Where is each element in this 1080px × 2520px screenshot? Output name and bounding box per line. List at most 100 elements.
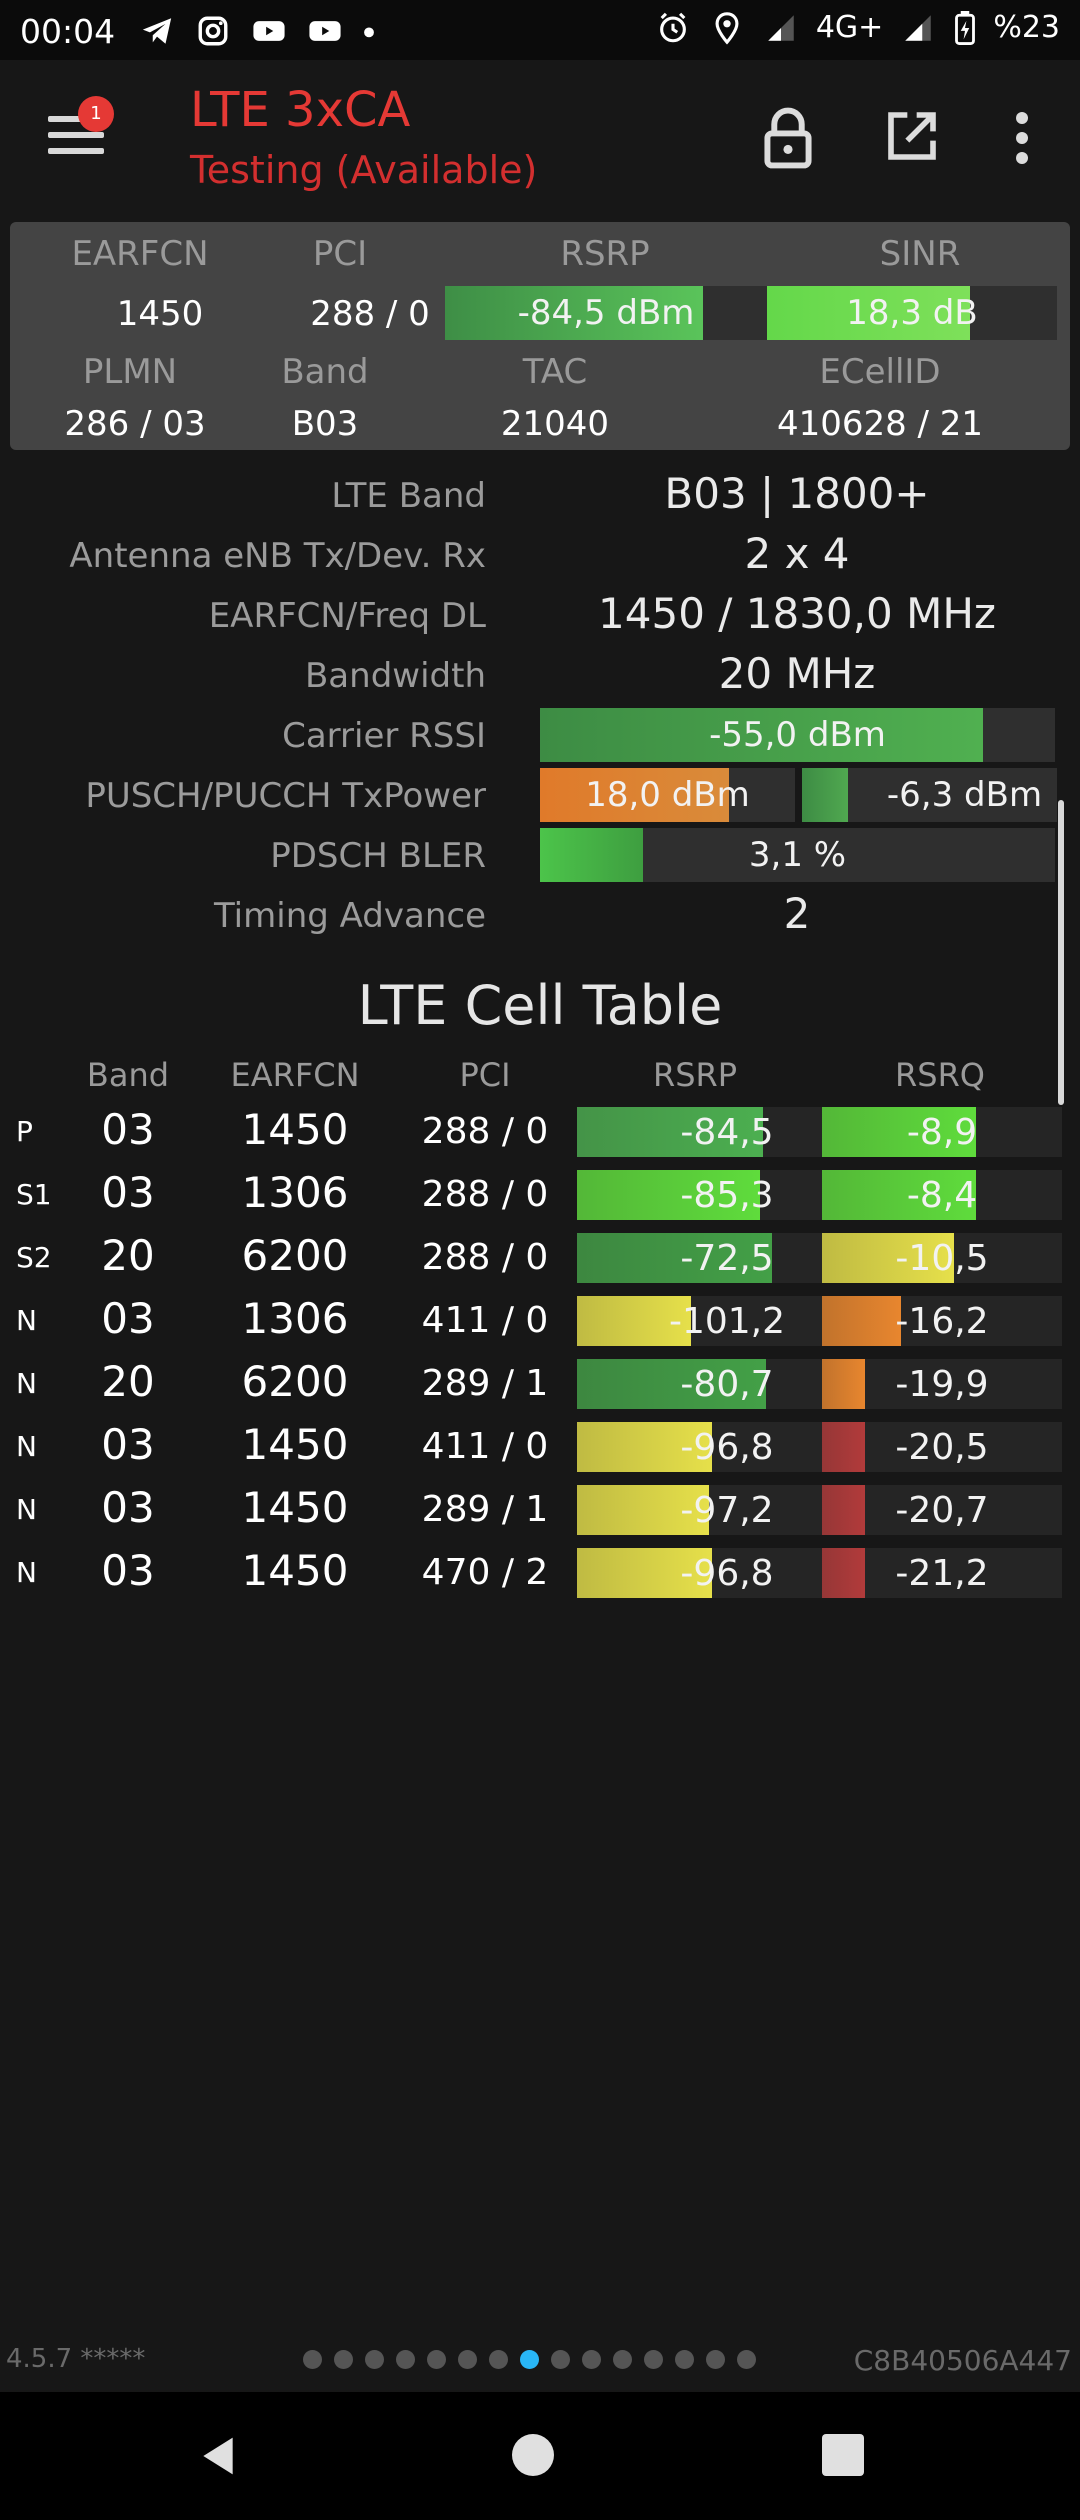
page-dot[interactable] — [582, 2350, 601, 2369]
cell-rsrq-meter: -20,7 — [822, 1485, 1062, 1535]
detail-label-bler: PDSCH BLER — [270, 836, 486, 876]
table-row: N 03 1306 411 / 0 -101,2 -16,2 — [0, 1290, 1080, 1352]
youtube-icon — [253, 21, 285, 41]
battery-level: %23 — [993, 10, 1060, 45]
cell-pci: 288 / 0 — [421, 1237, 549, 1278]
cell-table-title: LTE Cell Table — [357, 974, 723, 1037]
sinr-label: SINR — [879, 234, 961, 274]
detail-value-antenna: 2 x 4 — [744, 529, 850, 578]
bler-meter: 3,1 % — [540, 828, 1055, 882]
more-options-icon[interactable] — [1004, 108, 1040, 168]
cell-rsrp-meter-fill — [577, 1233, 772, 1283]
cell-pci: 288 / 0 — [421, 1174, 549, 1215]
sinr-value: 18,3 dB — [846, 293, 978, 333]
col-header-rsrp: RSRP — [652, 1056, 738, 1094]
signal-icon — [768, 14, 794, 41]
clock: 00:04 — [20, 12, 116, 51]
col-header-pci: PCI — [459, 1056, 511, 1094]
page-dot[interactable] — [396, 2350, 415, 2369]
telegram-icon — [142, 18, 172, 44]
cell-earfcn: 1306 — [241, 1168, 349, 1217]
status-bar: 00:04 4G+ %23 — [0, 0, 1080, 60]
page-title: LTE 3xCA — [190, 82, 411, 138]
cell-earfcn: 1306 — [241, 1294, 349, 1343]
cell-rsrq-meter-fill — [822, 1296, 902, 1346]
table-row: P 03 1450 288 / 0 -84,5 -8,9 — [0, 1101, 1080, 1163]
page-dot[interactable] — [737, 2350, 756, 2369]
cell-rsrq-meter: -16,2 — [822, 1296, 1062, 1346]
page-dot[interactable] — [458, 2350, 477, 2369]
alarm-icon — [659, 12, 686, 42]
page-dot[interactable] — [551, 2350, 570, 2369]
page-dot[interactable] — [427, 2350, 446, 2369]
pusch-meter-fill — [540, 768, 729, 822]
detail-value-lte-band: B03 | 1800+ — [664, 469, 930, 518]
location-icon — [715, 11, 739, 45]
cell-rsrq-meter: -8,4 — [822, 1170, 1062, 1220]
cell-type: S1 — [16, 1178, 52, 1211]
page-dot[interactable] — [520, 2350, 539, 2369]
cell-rsrp-value: -97,2 — [680, 1489, 774, 1531]
cell-rsrp-meter-fill — [577, 1170, 760, 1220]
page-indicator[interactable] — [303, 2350, 756, 2369]
detail-value-timing-advance: 2 — [783, 889, 811, 938]
status-subtitle: Testing (Available) — [190, 148, 538, 192]
tac-value: 21040 — [500, 404, 610, 444]
cell-earfcn: 1450 — [241, 1546, 349, 1595]
back-icon[interactable] — [196, 2434, 240, 2478]
cell-rsrp-meter-fill — [577, 1485, 709, 1535]
page-dot[interactable] — [334, 2350, 353, 2369]
page-dot[interactable] — [675, 2350, 694, 2369]
cell-type: N — [16, 1367, 37, 1400]
cell-pci: 289 / 1 — [421, 1363, 549, 1404]
cell-band: 20 — [101, 1231, 155, 1280]
col-header-band: Band — [86, 1056, 170, 1094]
lock-icon[interactable] — [760, 106, 816, 170]
cell-rsrq-meter-fill — [822, 1170, 976, 1220]
cell-pci: 288 / 0 — [421, 1111, 549, 1152]
rssi-meter: -55,0 dBm — [540, 708, 1055, 762]
page-dot[interactable] — [706, 2350, 725, 2369]
scrollbar[interactable] — [1058, 800, 1064, 1105]
home-icon[interactable] — [512, 2434, 554, 2476]
page-dot[interactable] — [489, 2350, 508, 2369]
notification-badge: 1 — [78, 96, 114, 132]
cell-pci: 411 / 0 — [421, 1426, 549, 1467]
cell-earfcn: 6200 — [241, 1357, 349, 1406]
plmn-label: PLMN — [82, 352, 178, 392]
cell-pci: 470 / 2 — [421, 1552, 549, 1593]
cell-rsrq-value: -8,4 — [906, 1174, 978, 1216]
pusch-meter: 18,0 dBm — [540, 768, 795, 822]
cell-band: 03 — [101, 1294, 155, 1343]
cell-rsrq-value: -16,2 — [895, 1300, 989, 1342]
detail-label-bandwidth: Bandwidth — [304, 656, 486, 696]
cell-rsrp-value: -96,8 — [680, 1552, 774, 1594]
plmn-value: 286 / 03 — [64, 404, 206, 444]
recents-icon[interactable] — [822, 2434, 864, 2476]
page-dot[interactable] — [365, 2350, 384, 2369]
detail-label-earfcn-freq: EARFCN/Freq DL — [208, 596, 486, 636]
col-header-rsrq: RSRQ — [895, 1056, 985, 1094]
cell-rsrp-value: -96,8 — [680, 1426, 774, 1468]
cell-type: S2 — [16, 1241, 52, 1274]
col-header-earfcn: EARFCN — [230, 1056, 360, 1094]
cell-band: 03 — [101, 1105, 155, 1154]
cell-band: 20 — [101, 1357, 155, 1406]
tac-label: TAC — [522, 352, 588, 392]
cell-rsrq-meter: -21,2 — [822, 1548, 1062, 1598]
cell-rsrq-meter-fill — [822, 1233, 954, 1283]
detail-value-earfcn-freq: 1450 / 1830,0 MHz — [598, 589, 996, 638]
cell-band: 03 — [101, 1483, 155, 1532]
cell-type: N — [16, 1493, 37, 1526]
pucch-meter-fill — [802, 768, 848, 822]
cell-band: 03 — [101, 1546, 155, 1595]
cell-rsrp-meter-fill — [577, 1422, 712, 1472]
menu-button[interactable] — [48, 116, 104, 158]
page-dot[interactable] — [303, 2350, 322, 2369]
rsrp-meter-fill — [445, 286, 703, 340]
page-dot[interactable] — [644, 2350, 663, 2369]
ecellid-label: ECellID — [819, 352, 941, 392]
detail-label-antenna: Antenna eNB Tx/Dev. Rx — [69, 536, 486, 576]
page-dot[interactable] — [613, 2350, 632, 2369]
open-external-icon[interactable] — [884, 108, 940, 164]
